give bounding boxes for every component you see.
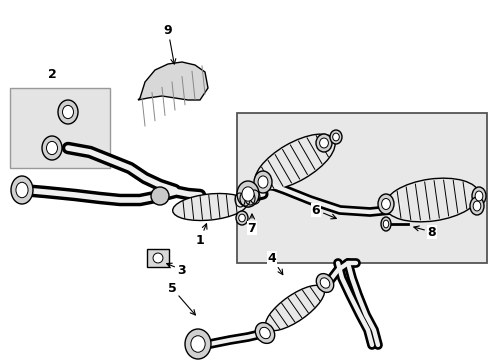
- Ellipse shape: [381, 198, 389, 210]
- Polygon shape: [138, 62, 207, 100]
- Ellipse shape: [316, 274, 333, 292]
- Text: 9: 9: [163, 23, 176, 64]
- Ellipse shape: [259, 327, 270, 339]
- Ellipse shape: [332, 133, 339, 141]
- Ellipse shape: [42, 136, 62, 160]
- Ellipse shape: [16, 182, 28, 198]
- Ellipse shape: [265, 285, 324, 331]
- Ellipse shape: [236, 211, 247, 225]
- Ellipse shape: [11, 176, 33, 204]
- Ellipse shape: [377, 194, 393, 214]
- Ellipse shape: [255, 323, 274, 343]
- Text: 8: 8: [413, 225, 435, 239]
- Text: 6: 6: [311, 203, 336, 219]
- Text: 2: 2: [47, 68, 56, 81]
- Ellipse shape: [380, 217, 390, 231]
- Bar: [10, 88, 110, 168]
- Ellipse shape: [315, 134, 331, 152]
- Ellipse shape: [471, 187, 485, 205]
- Text: 7: 7: [247, 214, 256, 234]
- Ellipse shape: [172, 193, 247, 221]
- Ellipse shape: [237, 181, 259, 207]
- FancyBboxPatch shape: [147, 249, 169, 267]
- Ellipse shape: [254, 134, 334, 190]
- Bar: [237, 113, 486, 263]
- Ellipse shape: [469, 197, 483, 215]
- Text: 1: 1: [195, 224, 206, 247]
- Text: 5: 5: [167, 282, 195, 315]
- Ellipse shape: [242, 187, 254, 201]
- Ellipse shape: [253, 171, 271, 193]
- Ellipse shape: [384, 178, 478, 222]
- Ellipse shape: [329, 130, 341, 144]
- Ellipse shape: [58, 100, 78, 124]
- Text: 4: 4: [267, 252, 282, 275]
- Ellipse shape: [46, 141, 58, 154]
- Ellipse shape: [383, 220, 388, 228]
- Ellipse shape: [472, 201, 480, 211]
- Ellipse shape: [151, 187, 169, 205]
- Ellipse shape: [190, 336, 205, 352]
- Ellipse shape: [238, 214, 245, 222]
- Ellipse shape: [320, 278, 329, 288]
- Ellipse shape: [258, 176, 267, 188]
- Ellipse shape: [184, 329, 210, 359]
- Ellipse shape: [62, 105, 73, 118]
- Text: 3: 3: [166, 263, 186, 276]
- Ellipse shape: [319, 138, 328, 148]
- Ellipse shape: [153, 253, 163, 263]
- Ellipse shape: [474, 191, 482, 201]
